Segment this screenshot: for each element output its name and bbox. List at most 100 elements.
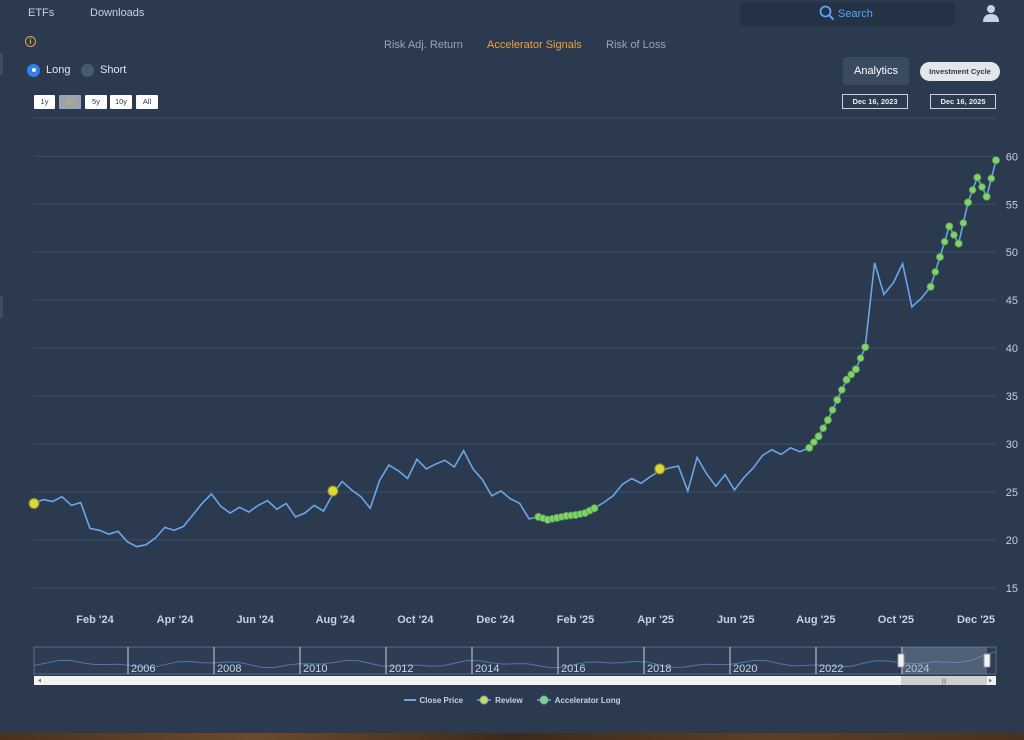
navigator-year-label: 2020 <box>733 663 757 675</box>
x-tick-label: Aug '24 <box>316 614 356 626</box>
y-tick-label: 60 <box>1006 151 1018 163</box>
accelerator-long-marker <box>982 192 991 201</box>
y-tick-label: 55 <box>1006 199 1018 211</box>
accelerator-long-marker <box>945 222 954 231</box>
x-tick-label: Dec '25 <box>957 614 995 626</box>
navigator-right-handle[interactable] <box>983 653 991 668</box>
investment-cycle-button[interactable]: Investment Cycle <box>920 62 1000 81</box>
accelerator-long-marker <box>833 395 842 404</box>
y-tick-label: 20 <box>1006 535 1018 547</box>
navigator-selection <box>901 647 987 674</box>
accelerator-long-marker <box>819 424 828 432</box>
y-tick-label: 15 <box>1006 583 1018 595</box>
y-tick-label: 50 <box>1006 247 1018 259</box>
price-chart[interactable]: 15 20 25 30 35 40 45 50 55 60 Feb '24 Apr '24 Jun '2… <box>0 0 1024 690</box>
legend-label: Review <box>495 695 523 705</box>
date-from-input[interactable]: Dec 16, 2023 <box>842 94 908 109</box>
legend-accelerator-long[interactable]: Accelerator Long <box>536 695 621 705</box>
long-label: Long <box>46 64 71 76</box>
x-tick-label: Apr '25 <box>637 614 674 626</box>
y-tick-label: 25 <box>1006 487 1018 499</box>
navigator-scrollbar[interactable] <box>34 676 996 685</box>
accelerator-long-marker <box>814 432 823 441</box>
x-tick-label: Feb '25 <box>557 614 594 626</box>
accelerator-long-marker <box>954 239 963 248</box>
short-radio[interactable]: Short <box>81 63 126 77</box>
info-icon[interactable]: i <box>25 36 36 47</box>
x-tick-label: Oct '25 <box>878 614 914 626</box>
date-to-input[interactable]: Dec 16, 2025 <box>930 94 996 109</box>
range-2y-button[interactable]: 2y <box>59 95 81 109</box>
chart-legend: Close Price Review Accelerator Long <box>0 695 1024 705</box>
radio-selected-icon <box>27 63 40 77</box>
x-tick-label: Oct '24 <box>397 614 434 626</box>
review-marker <box>28 497 40 509</box>
search-label: Search <box>838 8 873 20</box>
navigator-year-label: 2022 <box>819 663 843 675</box>
x-tick-label: Aug '25 <box>796 614 835 626</box>
navigator-year-label: 2012 <box>389 663 413 675</box>
navigator <box>33 646 997 675</box>
navigator-year-label: 2024 <box>905 663 929 675</box>
tab-accelerator-signals[interactable]: Accelerator Signals <box>487 39 582 51</box>
navigator-left-handle[interactable] <box>897 653 905 668</box>
x-tick-label: Feb '24 <box>76 614 114 626</box>
navigator-year-label: 2018 <box>647 663 671 675</box>
accelerator-long-marker <box>851 365 860 374</box>
tab-risk-adj-return[interactable]: Risk Adj. Return <box>384 39 463 51</box>
top-bar: ETFs Downloads Search <box>0 0 1024 28</box>
accelerator-long-marker <box>842 375 851 384</box>
legend-label: Close Price <box>419 695 464 705</box>
range-5y-button[interactable]: 5y <box>85 95 107 109</box>
navigator-series <box>33 651 997 669</box>
accelerator-long-marker <box>978 183 986 191</box>
accelerator-long-marker <box>847 370 856 379</box>
accelerator-long-marker <box>992 156 1001 165</box>
tab-risk-of-loss[interactable]: Risk of Loss <box>606 39 666 51</box>
accelerator-long-marker <box>810 438 818 446</box>
x-tick-label: Jun '25 <box>717 614 754 626</box>
line-swatch-icon <box>403 699 416 701</box>
desktop-background <box>0 733 1024 740</box>
long-radio[interactable]: Long <box>27 63 70 77</box>
y-tick-label: 35 <box>1006 391 1018 403</box>
accelerator-long-marker <box>823 416 832 425</box>
x-tick-label: Apr '24 <box>157 614 195 626</box>
accelerator-long-marker <box>838 386 846 394</box>
legend-review[interactable]: Review <box>477 695 523 705</box>
legend-label: Accelerator Long <box>554 695 621 705</box>
accelerator-long-marker <box>861 343 870 352</box>
user-icon[interactable] <box>983 4 999 22</box>
navigator-year-label: 2014 <box>475 663 499 675</box>
navigator-year-label: 2008 <box>217 663 241 675</box>
y-tick-label: 40 <box>1006 343 1018 355</box>
short-label: Short <box>100 64 127 76</box>
accelerator-long-marker <box>590 504 599 513</box>
review-marker-icon <box>477 695 492 705</box>
side-panel-handle[interactable] <box>0 296 3 318</box>
nav-etfs[interactable]: ETFs <box>28 7 55 19</box>
side-panel-handle[interactable] <box>0 53 3 75</box>
analytics-button[interactable]: Analytics <box>843 57 909 85</box>
navigator-scroll-thumb[interactable] <box>901 676 987 685</box>
navigator-year-label: 2016 <box>561 663 585 675</box>
legend-close-price[interactable]: Close Price <box>403 695 464 705</box>
accelerator-long-marker <box>931 268 940 276</box>
accelerator-long-marker <box>940 237 949 246</box>
scroll-left-arrow-icon <box>38 678 41 683</box>
accelerator-long-marker <box>973 173 982 182</box>
nav-downloads[interactable]: Downloads <box>90 7 145 19</box>
x-tick-label: Jun '24 <box>236 614 274 626</box>
scroll-right-arrow-icon <box>989 678 992 683</box>
accelerator-long-marker <box>926 282 935 291</box>
search-bar[interactable]: Search <box>740 2 955 26</box>
range-10y-button[interactable]: 10y <box>110 95 132 109</box>
range-1y-button[interactable]: 1y <box>34 95 55 109</box>
accelerator-long-marker <box>950 231 958 239</box>
close-price-line <box>33 160 997 548</box>
accelerator-long-marker <box>828 406 837 414</box>
scroll-grip-icon: ||| <box>942 679 947 685</box>
range-all-button[interactable]: All <box>136 95 158 109</box>
accelerator-long-marker <box>856 354 865 362</box>
y-tick-label: 30 <box>1006 439 1018 451</box>
